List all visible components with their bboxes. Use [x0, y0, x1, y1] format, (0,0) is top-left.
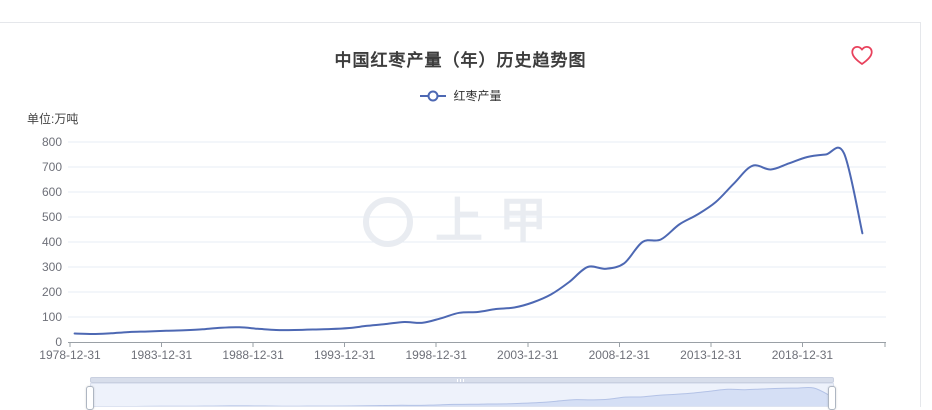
- legend-item-jujube-output[interactable]: 红枣产量: [0, 87, 921, 104]
- datazoom-move-bar[interactable]: [90, 377, 834, 383]
- y-axis-label: 600: [42, 185, 62, 199]
- y-axis: 0 100 200 300 400 500 600 700 800: [42, 135, 62, 349]
- datazoom-track[interactable]: [90, 383, 834, 407]
- chart-title: 中国红枣产量（年）历史趋势图: [334, 51, 587, 70]
- x-axis-label: 1983-12-31: [131, 348, 193, 362]
- y-axis-label: 100: [42, 310, 62, 324]
- x-axis-label: 1978-12-31: [39, 348, 101, 362]
- y-axis-label: 700: [42, 160, 62, 174]
- x-axis-label: 2018-12-31: [772, 348, 834, 362]
- x-axis-label: 1988-12-31: [222, 348, 284, 362]
- y-axis-unit-label: 单位:万吨: [27, 112, 79, 126]
- y-axis-label: 800: [42, 135, 62, 149]
- x-axis: 1978-12-31 1983-12-31 1988-12-31 1993-12-31…: [39, 342, 886, 362]
- datazoom-grip-icon: [457, 379, 464, 382]
- heart-icon: [851, 46, 873, 65]
- y-axis-label: 300: [42, 260, 62, 274]
- x-axis-label: 2008-12-31: [589, 348, 651, 362]
- y-axis-label: 400: [42, 235, 62, 249]
- x-axis-label: 2003-12-31: [497, 348, 559, 362]
- legend-line-marker-icon: [420, 90, 447, 101]
- y-axis-label: 0: [55, 335, 62, 349]
- datazoom-right-handle[interactable]: [828, 386, 836, 410]
- series-line: [73, 146, 864, 336]
- datazoom-slider[interactable]: [86, 376, 836, 410]
- x-axis-label: 1998-12-31: [406, 348, 468, 362]
- datazoom-left-handle[interactable]: [86, 386, 94, 410]
- x-axis-label: 1993-12-31: [314, 348, 376, 362]
- favorite-button[interactable]: [848, 42, 876, 70]
- y-axis-label: 500: [42, 210, 62, 224]
- y-axis-label: 200: [42, 285, 62, 299]
- legend-label: 红枣产量: [453, 89, 502, 103]
- x-axis-label: 2013-12-31: [680, 348, 742, 362]
- datazoom-data-shadow: [127, 386, 832, 406]
